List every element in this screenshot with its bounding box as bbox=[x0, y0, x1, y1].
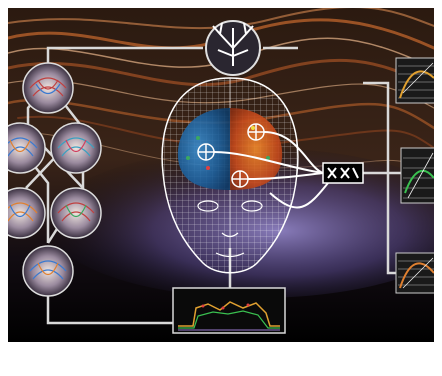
fiber-tract-icon bbox=[22, 62, 74, 114]
signal-trace-icon bbox=[400, 147, 434, 204]
signal-trace-icon bbox=[395, 57, 434, 104]
fiber-tract-icon bbox=[8, 122, 46, 174]
fiber-tract-nodes bbox=[8, 62, 102, 297]
illustration-canvas bbox=[8, 8, 434, 342]
marker-links bbox=[213, 131, 329, 209]
fiber-tract-icon bbox=[50, 122, 102, 174]
fiber-tract-icon bbox=[50, 187, 102, 239]
network-hub-icon bbox=[322, 162, 364, 184]
brain-network-illustration bbox=[8, 8, 434, 342]
timeseries-plot-icon bbox=[172, 287, 286, 334]
neuron-tree-icon bbox=[205, 20, 261, 76]
signal-trace-icon bbox=[395, 252, 434, 294]
fiber-tract-icon bbox=[22, 245, 74, 297]
signal-trace-panels bbox=[395, 57, 434, 294]
brain-regions bbox=[177, 108, 283, 190]
fiber-tract-icon bbox=[8, 187, 46, 239]
